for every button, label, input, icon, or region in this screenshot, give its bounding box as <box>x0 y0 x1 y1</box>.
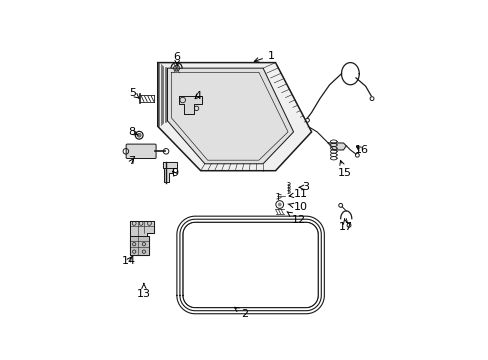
Text: 12: 12 <box>286 212 305 225</box>
Text: 9: 9 <box>170 168 178 179</box>
Polygon shape <box>177 216 324 314</box>
Text: 13: 13 <box>137 283 151 299</box>
Text: 11: 11 <box>288 189 307 199</box>
Text: 14: 14 <box>122 256 136 266</box>
Polygon shape <box>327 143 346 150</box>
Text: 2: 2 <box>234 307 248 319</box>
Text: 7: 7 <box>128 156 135 166</box>
FancyBboxPatch shape <box>126 144 156 158</box>
Text: 5: 5 <box>129 88 139 98</box>
Text: 6: 6 <box>173 52 180 65</box>
Polygon shape <box>130 236 149 255</box>
Text: 17: 17 <box>339 219 353 232</box>
Polygon shape <box>130 221 153 236</box>
Circle shape <box>277 203 281 207</box>
Text: 3: 3 <box>299 183 309 192</box>
Circle shape <box>137 133 141 137</box>
Circle shape <box>173 65 179 71</box>
Polygon shape <box>167 68 293 164</box>
Text: 15: 15 <box>337 161 351 179</box>
Polygon shape <box>178 96 202 114</box>
Text: 10: 10 <box>287 202 307 212</box>
Text: 4: 4 <box>194 91 201 101</box>
Polygon shape <box>158 63 311 171</box>
Text: 8: 8 <box>128 127 138 137</box>
Text: 1: 1 <box>254 51 274 62</box>
Text: 16: 16 <box>354 145 368 155</box>
Polygon shape <box>163 162 177 168</box>
Polygon shape <box>163 168 173 182</box>
